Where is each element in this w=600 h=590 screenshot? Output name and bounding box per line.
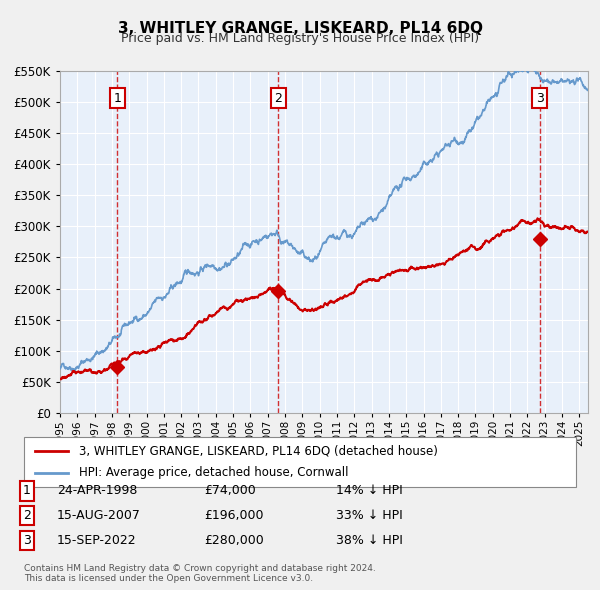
Text: Contains HM Land Registry data © Crown copyright and database right 2024.
This d: Contains HM Land Registry data © Crown c… — [24, 563, 376, 583]
Text: Price paid vs. HM Land Registry's House Price Index (HPI): Price paid vs. HM Land Registry's House … — [121, 32, 479, 45]
Text: 38% ↓ HPI: 38% ↓ HPI — [336, 534, 403, 547]
Text: £196,000: £196,000 — [204, 509, 263, 522]
Text: 15-AUG-2007: 15-AUG-2007 — [57, 509, 141, 522]
Text: 3: 3 — [536, 91, 544, 104]
Text: 2: 2 — [23, 509, 31, 522]
Text: 1: 1 — [113, 91, 121, 104]
Text: £280,000: £280,000 — [204, 534, 264, 547]
Text: 3: 3 — [23, 534, 31, 547]
Text: 3, WHITLEY GRANGE, LISKEARD, PL14 6DQ (detached house): 3, WHITLEY GRANGE, LISKEARD, PL14 6DQ (d… — [79, 444, 438, 457]
Text: £74,000: £74,000 — [204, 484, 256, 497]
Text: 33% ↓ HPI: 33% ↓ HPI — [336, 509, 403, 522]
FancyBboxPatch shape — [24, 437, 576, 487]
Text: 24-APR-1998: 24-APR-1998 — [57, 484, 137, 497]
Text: HPI: Average price, detached house, Cornwall: HPI: Average price, detached house, Corn… — [79, 466, 349, 479]
Text: 2: 2 — [275, 91, 283, 104]
Text: 15-SEP-2022: 15-SEP-2022 — [57, 534, 137, 547]
Text: 3, WHITLEY GRANGE, LISKEARD, PL14 6DQ: 3, WHITLEY GRANGE, LISKEARD, PL14 6DQ — [118, 21, 482, 35]
Text: 14% ↓ HPI: 14% ↓ HPI — [336, 484, 403, 497]
Text: 1: 1 — [23, 484, 31, 497]
